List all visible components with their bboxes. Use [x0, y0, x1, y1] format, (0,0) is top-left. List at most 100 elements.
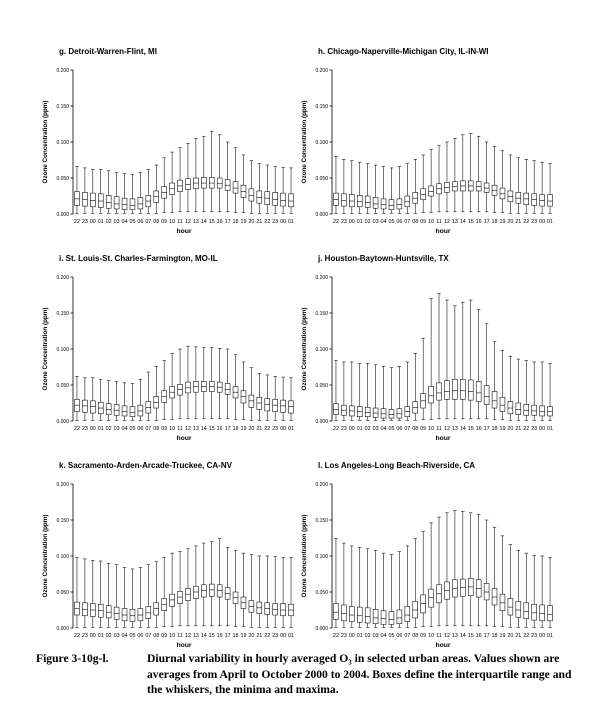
y-tick-label: 0.150: [56, 311, 69, 317]
box-hour-14: [460, 134, 466, 213]
y-tick-label: 0.200: [315, 275, 328, 281]
box-hour-01: [357, 363, 363, 421]
y-tick-label: 0.050: [315, 176, 328, 182]
box-hour-15: [468, 133, 474, 213]
x-tick-label: 07: [145, 219, 151, 225]
panel-title: l. Los Angeles-Long Beach-Riverside, CA: [318, 461, 475, 470]
x-tick-label: 00: [280, 633, 286, 639]
y-tick-label: 0.100: [315, 554, 328, 560]
iqr-box: [105, 195, 112, 209]
x-tick-label: 14: [460, 633, 466, 639]
x-tick-label: 12: [444, 426, 450, 432]
iqr-box: [288, 193, 294, 208]
iqr-box: [256, 396, 263, 410]
box-hour-01: [547, 557, 553, 628]
y-tick-label: 0.000: [56, 626, 69, 632]
iqr-box: [280, 603, 286, 617]
x-tick-label: 18: [492, 219, 498, 225]
y-tick-label: 0.150: [56, 518, 69, 524]
box-hour-10: [428, 148, 434, 213]
iqr-box: [349, 606, 355, 622]
box-hour-23: [531, 361, 537, 421]
box-hour-05: [129, 383, 136, 421]
x-tick-label: 10: [169, 426, 175, 432]
iqr-box: [185, 588, 191, 601]
iqr-box: [428, 588, 434, 608]
box-hour-09: [420, 531, 426, 627]
iqr-box: [280, 399, 286, 413]
box-hour-22: [74, 376, 80, 421]
box-hour-22: [264, 164, 270, 214]
box-hour-18: [232, 147, 239, 213]
iqr-box: [121, 405, 128, 417]
iqr-box: [372, 609, 379, 624]
x-tick-label: 01: [288, 426, 294, 432]
iqr-box: [420, 594, 426, 614]
x-tick-label: 09: [420, 426, 426, 432]
x-tick-label: 23: [531, 426, 537, 432]
x-tick-label: 16: [476, 633, 482, 639]
box-hour-20: [507, 544, 514, 628]
x-tick-label: 01: [547, 219, 553, 225]
x-tick-label: 00: [90, 633, 96, 639]
iqr-box: [129, 406, 136, 417]
x-tick-label: 04: [122, 219, 128, 225]
box-hour-18: [491, 526, 498, 627]
x-tick-label: 22: [333, 219, 339, 225]
x-tick-label: 18: [492, 426, 498, 432]
box-hour-12: [444, 512, 450, 627]
iqr-box: [515, 402, 522, 415]
box-hour-01: [98, 560, 104, 628]
iqr-box: [224, 179, 231, 191]
iqr-box: [460, 378, 466, 400]
iqr-box: [436, 382, 442, 401]
iqr-box: [82, 192, 88, 207]
iqr-box: [531, 603, 537, 621]
x-tick-label: 12: [185, 426, 191, 432]
x-tick-label: 03: [114, 426, 120, 432]
x-tick-label: 11: [177, 633, 183, 639]
box-hour-03: [113, 564, 120, 628]
y-axis-label: Ozone Concentration (ppm): [42, 515, 49, 598]
x-tick-label: 12: [185, 219, 191, 225]
iqr-box: [396, 198, 403, 210]
box-hour-03: [372, 364, 379, 421]
iqr-box: [121, 608, 128, 622]
x-tick-label: 03: [114, 219, 120, 225]
x-tick-label: 17: [225, 219, 231, 225]
box-hour-07: [404, 361, 411, 421]
box-hour-04: [380, 166, 387, 214]
box-hour-22: [74, 557, 80, 628]
box-hour-07: [404, 545, 411, 628]
box-hour-00: [90, 169, 96, 214]
x-tick-label: 22: [333, 426, 339, 432]
iqr-box: [137, 608, 144, 622]
x-tick-label: 21: [256, 426, 262, 432]
box-hour-14: [460, 511, 466, 627]
box-hour-08: [412, 538, 418, 628]
iqr-box: [349, 194, 355, 208]
box-hour-11: [177, 348, 183, 420]
x-tick-label: 00: [280, 219, 286, 225]
box-hour-20: [507, 355, 514, 421]
iqr-box: [280, 192, 286, 207]
iqr-box: [483, 385, 490, 405]
x-tick-label: 22: [333, 633, 339, 639]
box-hour-04: [121, 567, 128, 628]
box-hour-18: [491, 146, 498, 213]
x-tick-label: 10: [428, 219, 434, 225]
x-tick-label: 16: [217, 633, 223, 639]
box-hour-10: [428, 522, 434, 627]
box-hour-11: [177, 147, 183, 213]
box-hour-16: [475, 513, 482, 627]
y-tick-label: 0.200: [56, 275, 69, 281]
iqr-box: [483, 583, 490, 601]
box-hour-14: [201, 347, 207, 420]
x-tick-label: 17: [225, 633, 231, 639]
box-hour-00: [349, 160, 355, 214]
iqr-box: [547, 406, 553, 417]
box-hour-03: [372, 549, 379, 628]
x-tick-label: 19: [240, 426, 246, 432]
box-hour-14: [460, 301, 466, 420]
iqr-box: [105, 403, 112, 415]
